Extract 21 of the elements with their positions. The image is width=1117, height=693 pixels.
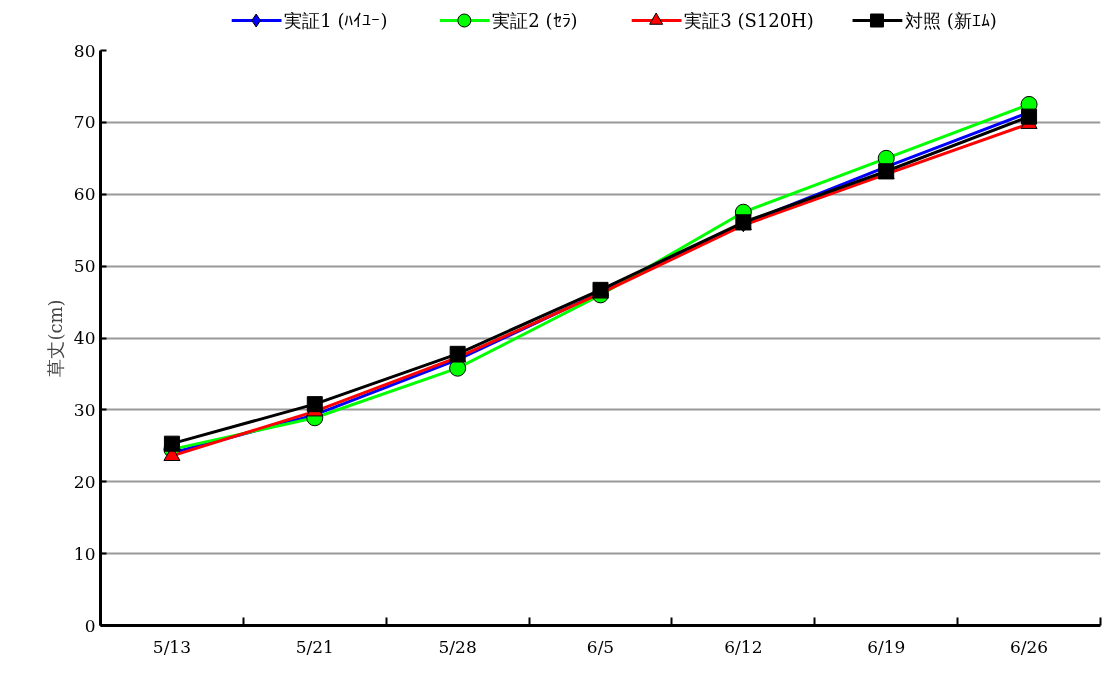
y-tick-label: 80 [73, 40, 96, 61]
y-tick-label: 10 [73, 543, 96, 564]
x-tick-label: 5/13 [152, 636, 192, 657]
y-axis-title: 草丈(cm) [44, 299, 66, 377]
legend-label: 実証2 (ｾﾗ) [492, 10, 578, 31]
y-tick-label: 40 [73, 328, 96, 348]
y-tick-label: 60 [73, 184, 96, 205]
x-tick-label: 6/19 [867, 636, 906, 657]
x-tick-label: 6/5 [586, 636, 615, 657]
x-tick-label: 6/12 [724, 636, 763, 657]
legend-label: 実証1 (ﾊｲﾕｰ) [284, 10, 388, 31]
x-tick-label: 6/26 [1009, 636, 1049, 657]
y-tick-label: 50 [73, 256, 96, 277]
y-tick-label: 0 [84, 615, 96, 636]
y-tick-label: 70 [73, 112, 96, 133]
x-tick-label: 5/21 [295, 636, 334, 657]
y-tick-label: 30 [73, 399, 96, 420]
legend-label: 対照 (新ｴﾑ) [905, 10, 997, 31]
x-tick-label: 5/28 [438, 636, 477, 657]
y-tick-label: 20 [73, 471, 96, 492]
legend-label: 実証3 (S120H) [684, 10, 814, 31]
